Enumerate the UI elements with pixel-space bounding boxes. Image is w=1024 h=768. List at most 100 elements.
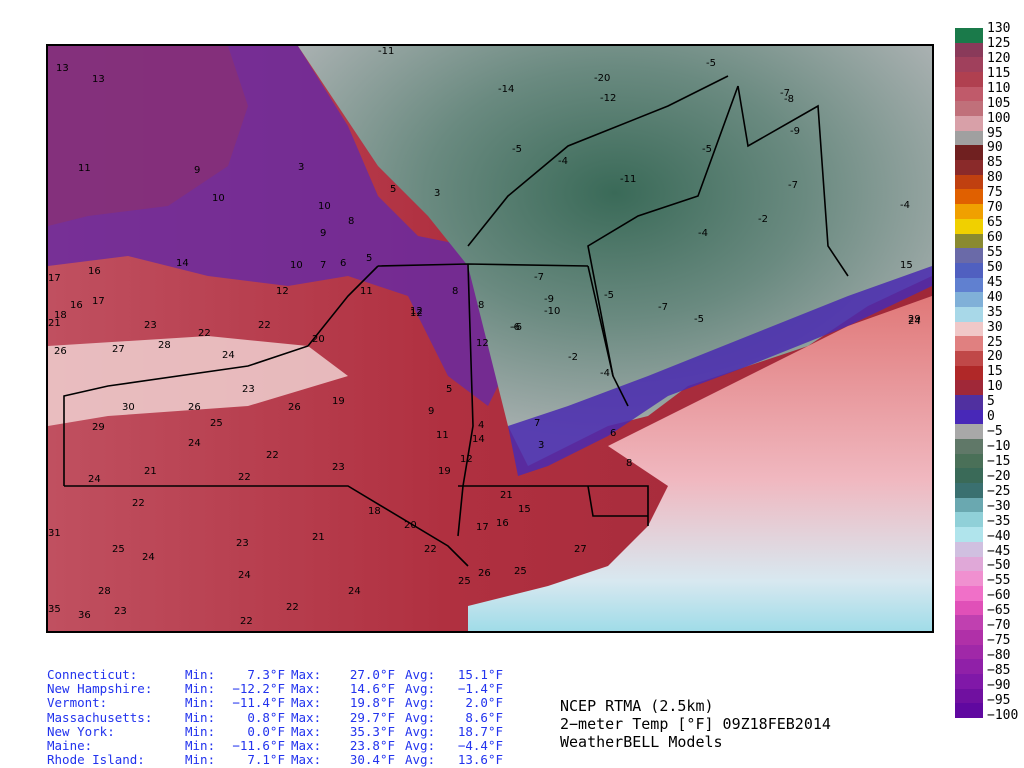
color-scale-segment	[955, 424, 983, 440]
map-value: 7	[534, 418, 540, 429]
map-value: -11	[378, 46, 394, 57]
color-scale-label: −45	[987, 543, 1011, 559]
color-scale-segment	[955, 409, 983, 425]
color-scale-segment	[955, 336, 983, 352]
map-value: 9	[428, 406, 434, 417]
map-value: 17	[92, 296, 105, 307]
color-scale-label: 65	[987, 215, 1003, 231]
avg-value: 15.1°F	[457, 667, 503, 682]
color-scale-label: −95	[987, 692, 1011, 708]
avg-label: Avg:	[405, 667, 436, 682]
color-scale-label: 20	[987, 349, 1003, 365]
map-value: 16	[496, 518, 509, 529]
map-value: 25	[112, 544, 125, 555]
state-name: Vermont:	[47, 695, 108, 711]
color-scale-segment	[955, 439, 983, 455]
map-value: 21	[48, 318, 61, 329]
map-value: 24	[142, 552, 155, 563]
state-name: Rhode Island:	[47, 752, 145, 768]
map-value: 21	[144, 466, 157, 477]
color-scale-label: 15	[987, 364, 1003, 380]
map-value: -14	[498, 84, 514, 95]
avg-label: Avg:	[405, 709, 436, 725]
state-name: New York:	[47, 723, 115, 739]
color-scale-segment	[955, 585, 983, 602]
color-scale-label: 80	[987, 170, 1003, 186]
min-label: Min:	[185, 667, 216, 682]
color-scale-segment	[955, 541, 983, 557]
color-scale-label: −100	[987, 707, 1019, 723]
color-scale-segment	[955, 659, 983, 675]
color-scale-segment	[955, 277, 983, 293]
state-stats-row: New Hampshire: Min: −12.2°F Max: 14.6°F Avg: −…	[47, 682, 503, 696]
color-scale-segment	[955, 72, 983, 88]
color-scale-label: −80	[987, 648, 1011, 664]
color-scale-segment	[955, 174, 983, 190]
color-scale-label: −15	[987, 453, 1011, 469]
color-scale-segment	[955, 306, 983, 323]
map-value: 14	[472, 434, 485, 445]
map-value-labels: 13 13 11 9 3 10 10 9 8 5 3 -11 -14 -20 -…	[48, 46, 921, 627]
map-value: 21	[500, 490, 513, 501]
map-value: -9	[544, 294, 554, 305]
color-scale-label: 25	[987, 334, 1003, 350]
map-value: -5	[706, 58, 716, 69]
map-value: 3	[298, 162, 304, 173]
map-value: 25	[458, 576, 471, 587]
color-scale-segment	[955, 497, 983, 513]
color-scale-label: 110	[987, 80, 1011, 96]
color-scale-label: 75	[987, 185, 1003, 201]
map-value: -4	[600, 368, 610, 379]
map-value: 24	[88, 474, 101, 485]
color-scale-segment	[955, 571, 983, 587]
map-value: 36	[78, 610, 91, 621]
avg-value: −4.4°F	[457, 738, 503, 754]
map-value: 22	[240, 616, 253, 627]
cold-region	[298, 46, 932, 466]
map-value: 8	[478, 300, 484, 311]
color-scale-label: −55	[987, 573, 1011, 589]
color-scale-label: 115	[987, 65, 1011, 81]
map-value: -10	[544, 306, 560, 317]
map-value: 16	[88, 266, 101, 277]
max-value: 27.0°F	[349, 667, 395, 682]
color-scale-segment	[955, 116, 983, 132]
color-scale-label: 85	[987, 155, 1003, 171]
color-scale-label: 90	[987, 140, 1003, 156]
map-value: 12	[410, 306, 423, 317]
state-stats-row: Rhode Island: Min: 7.1°F Max: 30.4°F Avg: 13.6…	[47, 753, 503, 767]
color-scale-label: 30	[987, 319, 1003, 335]
map-value: 25	[210, 418, 223, 429]
map-value: 24	[348, 586, 361, 597]
avg-label: Avg:	[405, 738, 436, 754]
color-scale-bar	[955, 28, 983, 719]
state-name: New Hampshire:	[47, 681, 153, 697]
map-value: 22	[132, 498, 145, 509]
state-stats-row: Maine: Min: −11.6°F Max: 23.8°F Avg: −4.4°F	[47, 738, 503, 754]
map-value: 11	[360, 286, 373, 297]
min-value: 7.3°F	[247, 667, 285, 682]
map-value: -7	[534, 272, 544, 283]
temperature-map: 13 13 11 9 3 10 10 9 8 5 3 -11 -14 -20 -…	[46, 44, 934, 633]
map-value: -6	[510, 322, 520, 333]
map-value: 8	[452, 286, 458, 297]
map-value: -5	[694, 314, 704, 325]
map-value: 30	[122, 402, 135, 413]
color-scale-label: 120	[987, 50, 1011, 66]
map-value: 5	[390, 184, 396, 195]
ocean	[468, 296, 932, 631]
avg-value: 13.6°F	[457, 752, 503, 768]
color-scale-segment	[955, 321, 983, 337]
color-scale-label: −30	[987, 498, 1011, 514]
map-value: 29	[92, 422, 105, 433]
max-label: Max:	[291, 723, 322, 739]
map-value: 22	[266, 450, 279, 461]
map-value: 17	[476, 522, 489, 533]
map-value: 20	[404, 520, 417, 531]
color-scale-label: −35	[987, 513, 1011, 529]
avg-label: Avg:	[405, 695, 436, 711]
color-scale-label: −90	[987, 677, 1011, 693]
color-scale-label: −85	[987, 662, 1011, 678]
map-value: 13	[92, 74, 105, 85]
state-stats-row: Vermont: Min: −11.4°F Max: 19.8°F Avg: 2.0°F	[47, 696, 503, 710]
